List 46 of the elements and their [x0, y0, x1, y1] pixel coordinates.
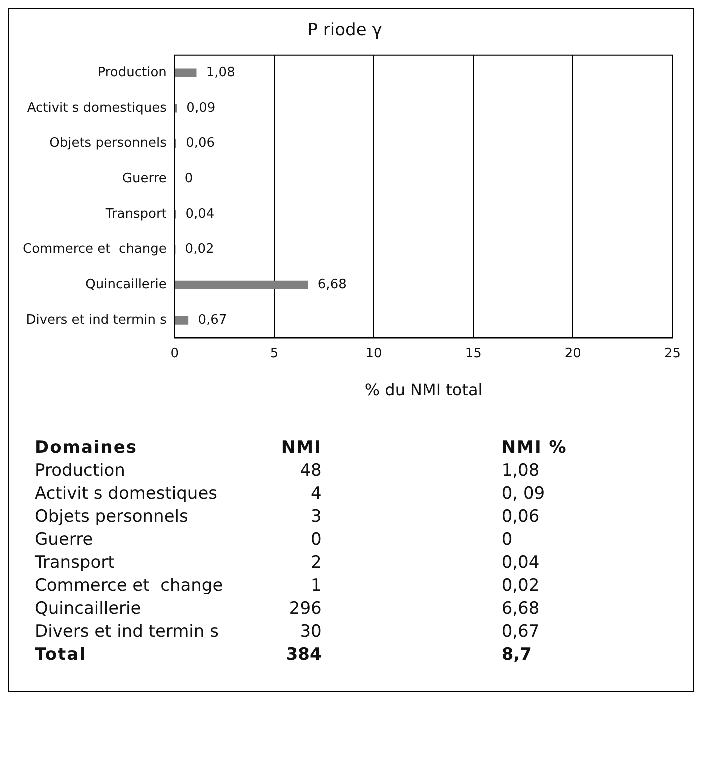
text: 8,7: [502, 645, 532, 665]
chart-title: P riode γ: [308, 20, 382, 41]
x-tick-label: 25: [664, 346, 681, 362]
data-label: 3: [310, 506, 322, 529]
data-label: 0,04: [500, 552, 541, 575]
x-axis-title: % du NMI total: [364, 380, 483, 400]
data-label: 0: [310, 529, 322, 552]
data-label: 0,06: [500, 506, 541, 529]
y-tick-label: Quincaillerie: [86, 278, 167, 293]
data-label: 0: [184, 172, 194, 186]
text: NMI %: [500, 437, 568, 460]
x-tick-label: 5: [270, 346, 279, 362]
data-label: 1,08: [206, 65, 236, 80]
text: NMI: [280, 437, 322, 460]
data-label: 0: [500, 529, 514, 552]
data-label: 0,06: [186, 136, 216, 152]
data-label: 2: [310, 552, 322, 575]
x-tick-label: 0: [170, 346, 180, 362]
data-label: 30: [299, 621, 322, 644]
data-label: 0, 09: [500, 483, 546, 506]
data-label: 6,68: [318, 278, 347, 293]
x-tick-label: 15: [465, 346, 482, 362]
data-label: 6,68: [500, 598, 541, 621]
y-tick-label: Production: [98, 65, 167, 80]
data-label: 0,02: [500, 575, 541, 598]
y-tick-label: Objets personnels: [50, 136, 168, 152]
data-label: 4: [310, 483, 322, 506]
y-tick-label: Activit s domestiques: [27, 100, 168, 116]
data-label: 296: [288, 598, 322, 621]
data-label: 48: [299, 460, 322, 483]
x-tick-label: 10: [366, 346, 382, 362]
text: Total: [35, 644, 88, 667]
y-tick-label: Commerce et change: [22, 242, 167, 258]
text: Domaines: [35, 437, 139, 460]
y-tick-label: Transport: [104, 206, 167, 222]
x-tick-label: 20: [564, 346, 582, 362]
data-label: 1: [310, 575, 322, 598]
text: 384: [286, 645, 322, 665]
y-tick-label: Guerre: [122, 172, 167, 186]
y-tick-label: Divers et ind termin s: [26, 312, 168, 328]
data-label: 0,67: [500, 621, 541, 644]
data-label: 0,09: [186, 100, 216, 116]
data-label: 1,08: [500, 460, 541, 483]
data-label: 0,04: [186, 206, 215, 222]
data-label: 0,67: [198, 312, 228, 328]
data-label: 0,02: [185, 242, 214, 258]
